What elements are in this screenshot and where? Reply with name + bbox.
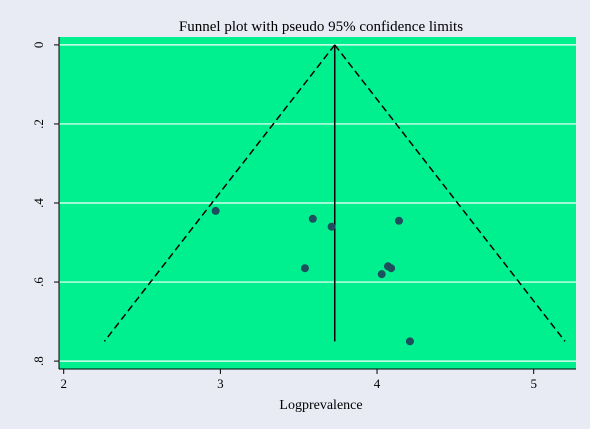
data-point — [211, 206, 220, 215]
upper-confidence-limit — [334, 44, 566, 342]
data-point — [308, 214, 317, 223]
x-tick-label: 4 — [374, 376, 381, 391]
data-point — [405, 337, 414, 346]
y-tick-label: .2 — [31, 119, 46, 129]
y-tick-label: 0 — [31, 42, 46, 49]
data-point — [387, 264, 396, 273]
data-point — [394, 216, 403, 225]
data-points — [211, 206, 414, 346]
gridlines — [59, 44, 576, 362]
data-point — [300, 264, 309, 273]
y-tick-label: .6 — [31, 277, 46, 287]
y-tick-label: .8 — [31, 356, 46, 366]
x-tick-label: 2 — [60, 376, 67, 391]
axes: 0 .2 .4 .6 .8 2 3 4 5 — [31, 37, 576, 391]
lower-confidence-limit — [103, 44, 336, 342]
confidence-funnel — [103, 44, 566, 342]
x-tick-label: 5 — [530, 376, 537, 391]
x-tick-label: 3 — [217, 376, 224, 391]
x-axis-label: Logprevalence — [279, 398, 362, 413]
y-tick-label: .4 — [31, 198, 46, 208]
chart-title: Funnel plot with pseudo 95% confidence l… — [179, 19, 463, 35]
data-point — [377, 270, 386, 279]
data-point — [327, 222, 336, 231]
